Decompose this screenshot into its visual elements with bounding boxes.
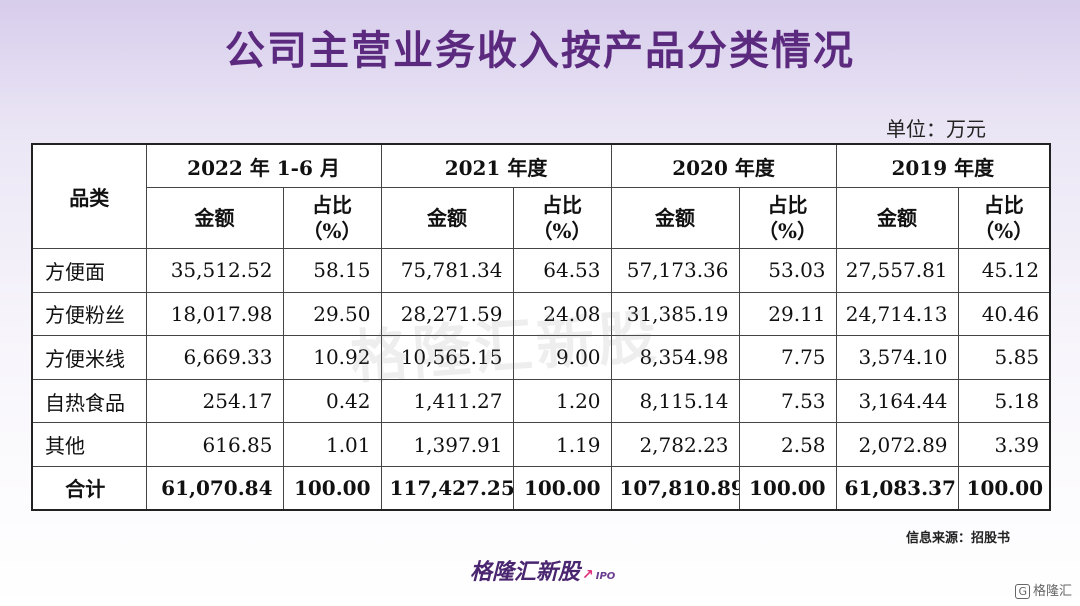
source-note: 信息来源：招股书 (905, 531, 1010, 546)
category-cell: 自热食品 (31, 378, 147, 424)
category-cell: 其他 (31, 422, 147, 467)
period-header: 2022 年 1-6 月 (145, 143, 382, 188)
amount-header: 金额 (145, 187, 284, 249)
page-title: 公司主营业务收入按产品分类情况 (225, 28, 855, 74)
period-header: 2020 年度 (610, 143, 837, 188)
brand-logo-sub: IPO (595, 571, 616, 582)
amount-cell: 57,173.36 (610, 248, 740, 293)
period-header: 2021 年度 (380, 143, 612, 188)
amount-cell: 24,714.13 (835, 291, 959, 337)
category-cell: 方便米线 (31, 335, 147, 380)
amount-cell: 1,411.27 (380, 378, 514, 424)
table-row: 其他 616.85 1.01 1,397.91 1.19 2,782.23 2.… (31, 422, 1051, 467)
amount-cell: 2,072.89 (835, 422, 959, 467)
amount-cell: 18,017.98 (145, 291, 284, 337)
ratio-header-line2: （%） (758, 219, 818, 243)
table-row: 自热食品 254.17 0.42 1,411.27 1.20 8,115.14 … (31, 378, 1051, 424)
amount-cell: 10,565.15 (380, 335, 514, 380)
ratio-cell: 5.85 (957, 335, 1051, 380)
amount-cell: 27,557.81 (835, 248, 959, 293)
ratio-header-line2: （%） (532, 219, 592, 243)
unit-label: 单位：万元 (886, 117, 986, 141)
corner-watermark-text: 格隆汇 (1032, 584, 1072, 599)
amount-cell: 35,512.52 (145, 248, 284, 293)
ratio-cell: 100.00 (512, 465, 612, 511)
period-header: 2019 年度 (835, 143, 1051, 188)
amount-cell: 107,810.89 (610, 465, 740, 511)
brand-logo-text: 格隆汇新股 (470, 560, 581, 585)
ratio-header: 占比 （%） (282, 187, 382, 249)
category-cell: 方便面 (31, 248, 147, 293)
amount-cell: 8,115.14 (610, 378, 740, 424)
ratio-cell: 40.46 (957, 291, 1051, 337)
ratio-header-line1: 占比 (312, 193, 352, 217)
amount-cell: 31,385.19 (610, 291, 740, 337)
ratio-cell: 0.42 (282, 378, 382, 424)
amount-header: 金额 (835, 187, 959, 249)
ratio-cell: 3.39 (957, 422, 1051, 467)
category-header: 品类 (31, 143, 147, 249)
ratio-cell: 1.19 (512, 422, 612, 467)
ratio-cell: 64.53 (512, 248, 612, 293)
amount-cell: 8,354.98 (610, 335, 740, 380)
amount-cell: 75,781.34 (380, 248, 514, 293)
ratio-header-line1: 占比 (983, 193, 1024, 217)
ratio-cell: 7.53 (738, 378, 837, 424)
amount-cell: 3,574.10 (835, 335, 959, 380)
ratio-cell: 5.18 (957, 378, 1051, 424)
category-cell: 方便粉丝 (31, 291, 147, 337)
ratio-cell: 7.75 (738, 335, 837, 380)
brand-logo: 格隆汇新股 ↗ IPO (470, 554, 615, 586)
ratio-cell: 100.00 (957, 465, 1051, 511)
ratio-cell: 53.03 (738, 248, 837, 293)
ratio-cell: 1.01 (282, 422, 382, 467)
table-row: 方便米线 6,669.33 10.92 10,565.15 9.00 8,354… (31, 335, 1051, 380)
ratio-cell: 1.20 (512, 378, 612, 424)
ratio-header-line1: 占比 (542, 193, 582, 217)
ratio-cell: 9.00 (512, 335, 612, 380)
ratio-cell: 100.00 (738, 465, 837, 511)
amount-cell: 61,070.84 (145, 465, 284, 511)
ratio-header-line2: （%） (302, 219, 362, 243)
amount-cell: 616.85 (145, 422, 284, 467)
ratio-cell: 45.12 (957, 248, 1051, 293)
arrow-up-icon: ↗ (582, 567, 594, 583)
amount-cell: 6,669.33 (145, 335, 284, 380)
table-row: 方便面 35,512.52 58.15 75,781.34 64.53 57,1… (31, 248, 1051, 293)
amount-cell: 61,083.37 (835, 465, 959, 511)
ratio-header-line1: 占比 (767, 193, 808, 217)
ratio-cell: 2.58 (738, 422, 837, 467)
ratio-header: 占比 （%） (738, 187, 837, 249)
revenue-table: 品类 2022 年 1-6 月 2021 年度 2020 年度 2019 年度 … (31, 143, 1052, 511)
amount-cell: 28,271.59 (380, 291, 514, 337)
corner-watermark: G 格隆汇 (1015, 580, 1072, 599)
table-row: 方便粉丝 18,017.98 29.50 28,271.59 24.08 31,… (31, 291, 1051, 337)
ratio-header: 占比 （%） (957, 187, 1051, 249)
brand-g-icon: G (1015, 584, 1030, 599)
ratio-cell: 29.50 (282, 291, 382, 337)
amount-cell: 254.17 (145, 378, 284, 424)
total-row: 合计 61,070.84 100.00 117,427.25 100.00 10… (31, 465, 1051, 511)
amount-cell: 3,164.44 (835, 378, 959, 424)
amount-header: 金额 (380, 187, 514, 249)
ratio-header: 占比 （%） (512, 187, 612, 249)
amount-cell: 1,397.91 (380, 422, 514, 467)
ratio-cell: 29.11 (738, 291, 837, 337)
ratio-cell: 100.00 (282, 465, 382, 511)
amount-cell: 2,782.23 (610, 422, 740, 467)
ratio-cell: 10.92 (282, 335, 382, 380)
amount-cell: 117,427.25 (380, 465, 514, 511)
amount-header: 金额 (610, 187, 740, 249)
total-label: 合计 (31, 465, 147, 511)
ratio-cell: 58.15 (282, 248, 382, 293)
ratio-cell: 24.08 (512, 291, 612, 337)
ratio-header-line2: （%） (974, 219, 1034, 243)
